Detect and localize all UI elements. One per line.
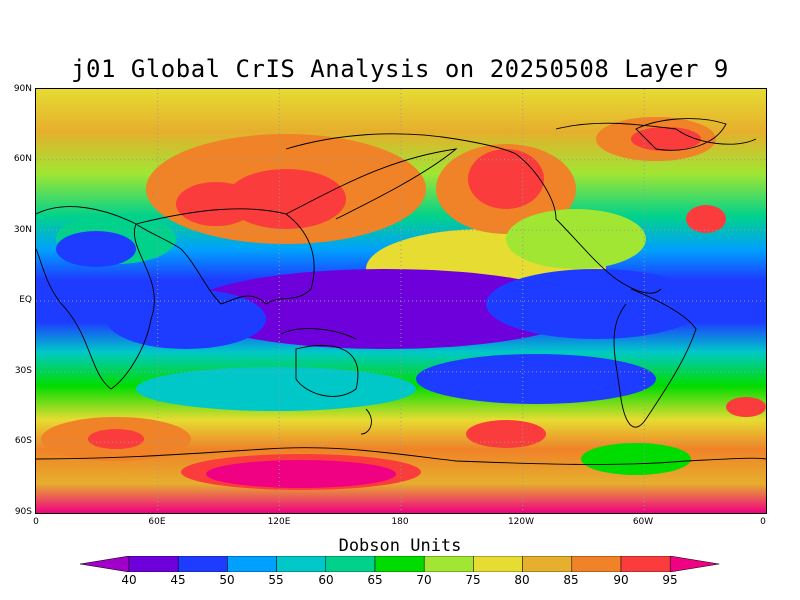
southern-indian-ocean-maximum (206, 460, 396, 488)
lon-label-120e: 120E (267, 517, 291, 527)
colorbar-swatch-0 (80, 556, 130, 572)
lat-label-60s: 60S (14, 436, 32, 446)
colorbar-label-80: 80 (514, 573, 530, 587)
colorbar-label-40: 40 (121, 573, 137, 587)
lon-label-180: 180 (391, 517, 409, 527)
south-atlantic-maximum-2 (726, 397, 766, 417)
chart-title: j01 Global CrIS Analysis on 20250508 Lay… (71, 55, 729, 83)
colorbar-title: Dobson Units (338, 536, 462, 556)
colorbar-swatch-9 (522, 556, 573, 572)
colorbar-swatch-10 (571, 556, 622, 572)
colorbar-label-65: 65 (367, 573, 383, 587)
indian-ocean-blue (106, 289, 266, 349)
lon-label-0-end: 0 (760, 517, 766, 527)
graticule (36, 89, 766, 513)
east-asia-maximum-2 (176, 182, 256, 226)
colorbar-swatch-4 (276, 556, 327, 572)
colorbar-swatch-1 (128, 556, 179, 572)
south-pacific-blue (416, 354, 656, 404)
drake-passage-green (581, 443, 691, 475)
colorbar-swatch-3 (227, 556, 277, 572)
africa-blue (56, 231, 136, 267)
colorbar-swatch-6 (374, 556, 425, 572)
tropical-minimum (186, 269, 586, 349)
colorbar-swatch-5 (325, 556, 376, 572)
lon-label-120w: 120W (507, 517, 535, 527)
east-pacific-blue (486, 269, 706, 339)
colorbar-label-55: 55 (268, 573, 284, 587)
greenland-maximum (631, 127, 701, 151)
ozone-map (35, 88, 767, 514)
colorbar-label-75: 75 (465, 573, 481, 587)
lat-label-60n: 60N (13, 154, 32, 164)
colorbar-label-70: 70 (416, 573, 432, 587)
south-indian-cyan (136, 367, 416, 411)
lon-label-0: 0 (33, 517, 39, 527)
north-america-green (506, 209, 646, 269)
southern-pacific-maximum (466, 420, 546, 448)
colorbar-label-85: 85 (563, 573, 579, 587)
colorbar-label-90: 90 (613, 573, 629, 587)
colorbar-label-60: 60 (318, 573, 334, 587)
atlantic-maximum (686, 205, 726, 233)
colorbar-label-95: 95 (662, 573, 678, 587)
colorbar-swatch-2 (177, 556, 228, 572)
ozone-field-svg (35, 89, 767, 513)
lat-label-30s: 30S (14, 366, 32, 376)
colorbar-swatch-7 (423, 556, 474, 572)
south-atlantic-maximum (88, 429, 144, 449)
north-pacific-maximum (468, 149, 544, 209)
lon-label-60e: 60E (148, 517, 166, 527)
colorbar-swatch-11 (620, 556, 671, 572)
colorbar-label-45: 45 (170, 573, 186, 587)
lat-label-90n: 90N (13, 84, 32, 94)
colorbar-swatch-12 (669, 556, 720, 572)
lat-label-90s: 90S (14, 507, 32, 517)
colorbar-label-50: 50 (219, 573, 235, 587)
east-asia-maximum (226, 169, 346, 229)
colorbar-swatch-8 (473, 556, 523, 572)
colorbar (80, 556, 720, 572)
lon-label-60w: 60W (632, 517, 654, 527)
lat-label-eq: EQ (19, 295, 32, 305)
lat-label-30n: 30N (13, 225, 32, 235)
coastlines (35, 118, 767, 465)
